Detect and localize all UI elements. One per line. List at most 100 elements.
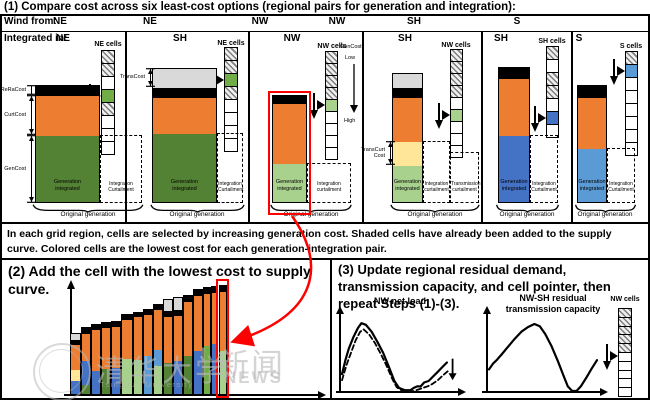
wind-from-value: NW: [251, 16, 269, 27]
supply-bar-segment: [102, 369, 110, 394]
bar-segment: [153, 69, 216, 88]
supply-bar-segment: [184, 302, 192, 356]
cell: [325, 147, 338, 160]
supply-bar-segment: [144, 356, 152, 394]
supply-bar-segment: [154, 305, 162, 310]
supply-bar: [153, 304, 163, 395]
cost-bar: [498, 67, 530, 203]
polygon: [617, 65, 625, 76]
dashed-region: [450, 152, 479, 203]
cell-pointer-icon: [603, 344, 618, 371]
supply-bar: [173, 297, 183, 395]
dashed-region: [100, 135, 142, 203]
cell: [546, 59, 559, 73]
supply-bar-segment: [194, 351, 202, 394]
polygon: [448, 373, 457, 381]
added-cell-highlight-box: [216, 279, 229, 398]
supply-bar: [133, 312, 143, 395]
bar-segment: [153, 134, 216, 202]
polygon: [29, 197, 34, 202]
panel-divider: [248, 31, 250, 222]
bar-segment: [393, 166, 422, 202]
gencost-low-label: Low: [345, 55, 356, 61]
path: [497, 205, 559, 212]
supply-bar: [143, 309, 153, 395]
net-load-chart: [336, 306, 466, 396]
panel-divider: [571, 31, 573, 222]
supply-bar-segment: [154, 310, 162, 350]
integrated-in-value: NW: [283, 33, 301, 44]
brace: [150, 204, 245, 212]
cell: [625, 116, 638, 130]
cell: [625, 51, 638, 65]
supply-bar: [101, 322, 111, 395]
cost-label: TransCost: [119, 74, 145, 80]
step1-bottom-divider: [0, 222, 650, 224]
supply-bar-segment: [122, 320, 132, 359]
polygon: [148, 81, 153, 86]
supply-bar: [81, 327, 91, 395]
supply-bar-segment: [212, 293, 217, 344]
cost-label: GenCost: [4, 165, 26, 172]
supply-bar-segment: [174, 310, 182, 316]
bar-segment: [578, 98, 606, 149]
brace: [270, 204, 352, 212]
cell: [101, 50, 115, 64]
cell: [101, 102, 115, 116]
cell-pointer-icon: [531, 105, 546, 132]
integrated-in-value: SH: [494, 33, 508, 44]
supply-bar-segment: [164, 311, 172, 317]
supply-bar-segment: [144, 310, 152, 315]
supply-bar: [183, 295, 193, 395]
wind-from-value: NE: [53, 16, 67, 27]
cell: [224, 60, 238, 74]
original-generation-label: Original generation: [407, 210, 463, 218]
polyline: [341, 328, 449, 392]
polygon: [336, 306, 344, 314]
bar-segment: [36, 136, 99, 202]
cell: [224, 47, 238, 61]
original-generation-label: Original generation: [283, 210, 339, 218]
dashed-region-label: Integration Curtailment: [108, 181, 134, 193]
cost-label: CurtCost: [4, 111, 26, 118]
supply-bar-segment: [92, 371, 100, 394]
cell: [546, 124, 559, 138]
supply-bar-segment: [164, 300, 172, 311]
supply-bar: [163, 299, 173, 395]
supply-bar-segment: [82, 361, 90, 385]
cells-label: NW cells: [441, 42, 471, 49]
polyline: [487, 322, 599, 393]
cost-bar: [272, 95, 307, 203]
header-row-divider: [0, 31, 650, 32]
supply-bar-segment: [174, 298, 182, 310]
supply-bar-segment: [194, 290, 202, 296]
cell: [546, 111, 559, 125]
cells-label: NW cells: [610, 296, 640, 303]
polygon: [388, 142, 393, 147]
dashed-region-label: Integration curtailment: [424, 181, 449, 193]
panel-divider: [481, 31, 483, 222]
cost-label: TransCurt Cost: [360, 146, 385, 159]
path: [391, 205, 479, 212]
trans-capacity-chart-title: NW-SH residual transmission capacity: [505, 293, 601, 314]
note-bottom-divider: [0, 258, 650, 260]
cell: [224, 138, 238, 152]
bar-segment: [273, 104, 306, 164]
polygon: [458, 388, 466, 396]
polygon: [317, 100, 325, 110]
supply-bar-segment: [112, 327, 120, 368]
cell: [625, 77, 638, 91]
polygon: [67, 280, 75, 289]
cell: [546, 72, 559, 86]
polygon: [29, 96, 34, 101]
dashed-region-label: Integration Curtailment: [531, 181, 557, 193]
dashed-region-label: Integration curtailment: [316, 181, 342, 193]
polygon: [350, 105, 358, 113]
generation-integrated-label: Generation integrated: [170, 179, 199, 192]
supply-bar-segment: [212, 287, 217, 293]
cell-pointer-icon: [435, 103, 450, 129]
bar-segment: [36, 96, 99, 136]
cost-bar: [577, 85, 607, 203]
wind-from-value: NE: [143, 16, 157, 27]
